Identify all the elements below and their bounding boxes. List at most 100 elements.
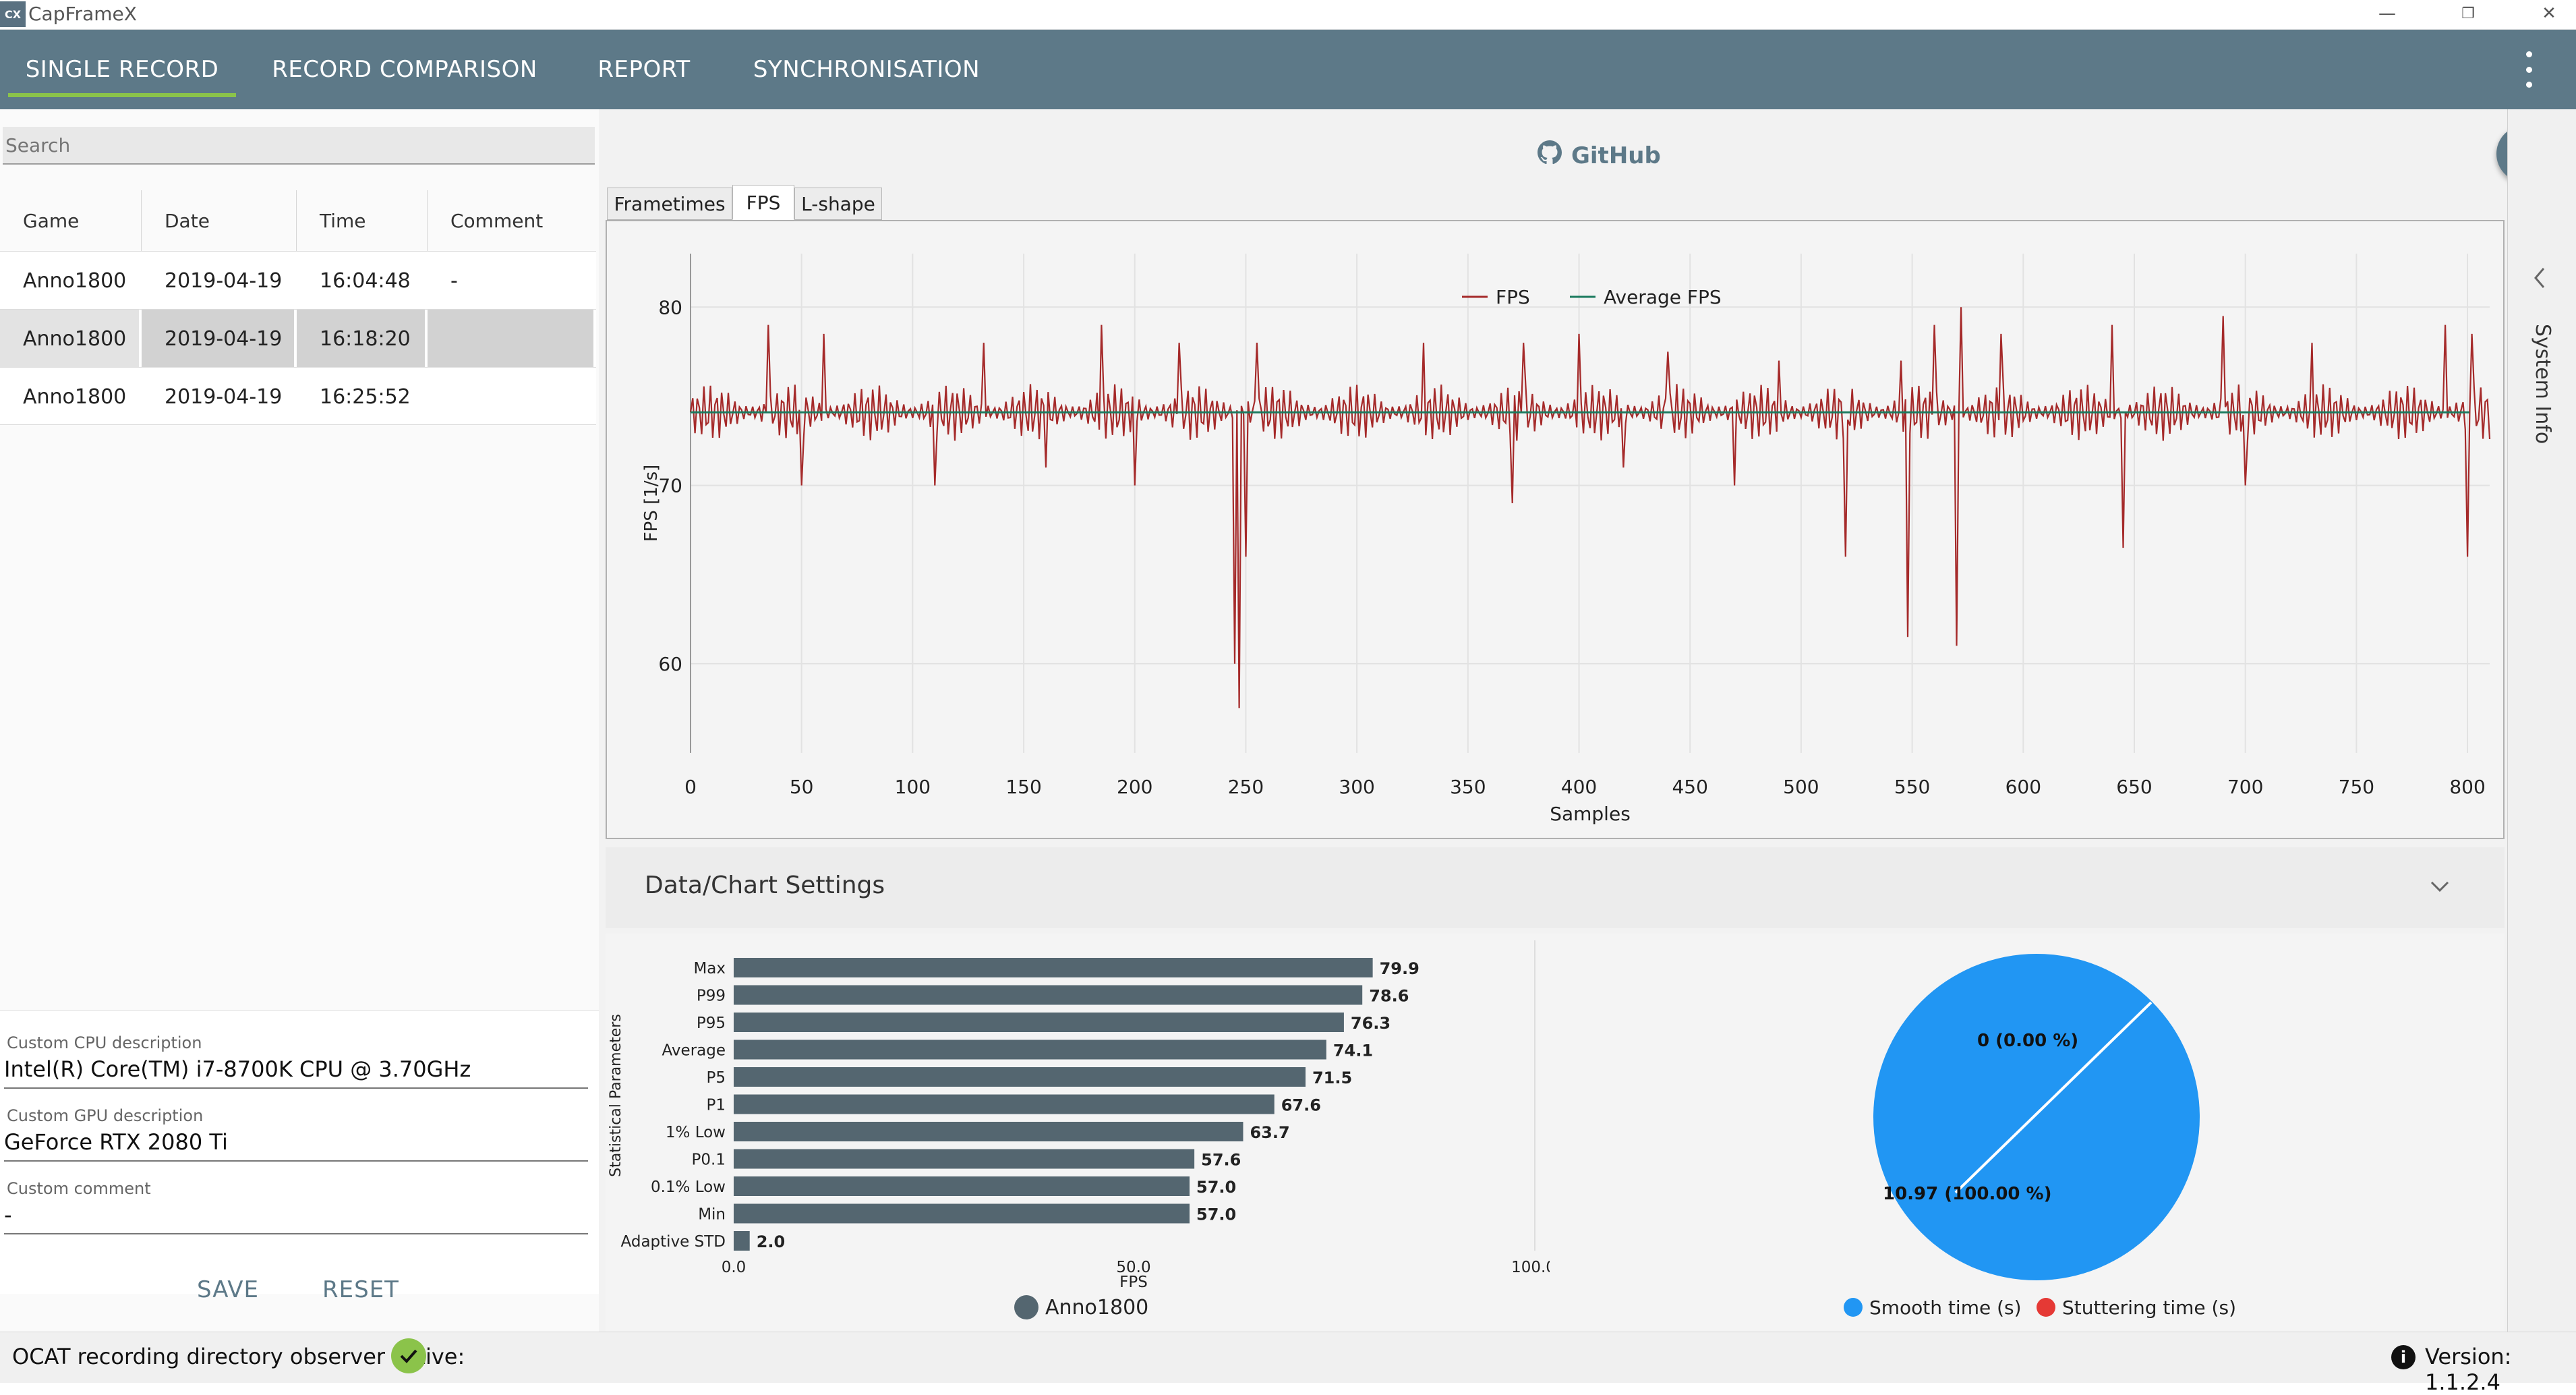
status-bar xyxy=(0,1332,2576,1383)
bar-value-label: 57.0 xyxy=(1196,1205,1236,1224)
cell-date: 2019-04-19 xyxy=(165,385,283,409)
chart-settings-label: Data/Chart Settings xyxy=(645,872,885,899)
gpu-description-field[interactable]: GeForce RTX 2080 Ti xyxy=(4,1129,588,1162)
bar xyxy=(734,1176,1190,1196)
bar xyxy=(734,958,1373,977)
description-panel xyxy=(0,1010,599,1294)
category-label: P95 xyxy=(697,1015,726,1032)
bar-value-label: 76.3 xyxy=(1351,1014,1391,1033)
x-tick-label: 800 xyxy=(2449,776,2485,798)
cpu-description-field[interactable]: Intel(R) Core(TM) i7-8700K CPU @ 3.70GHz xyxy=(4,1056,588,1089)
cell-game: Anno1800 xyxy=(23,385,127,409)
legend-swatch-stutter xyxy=(2037,1298,2055,1317)
y-tick-label: 80 xyxy=(658,296,682,318)
bar xyxy=(734,1067,1306,1087)
info-icon[interactable]: i xyxy=(2391,1345,2416,1369)
restore-button[interactable]: ❐ xyxy=(2461,5,2475,22)
bar xyxy=(734,1231,750,1251)
column-header-comment[interactable]: Comment xyxy=(450,209,544,232)
bar xyxy=(734,1040,1326,1060)
x-tick-label: 650 xyxy=(2116,776,2152,798)
x-tick-label: 50.0 xyxy=(1116,1259,1150,1276)
bar xyxy=(734,1013,1344,1032)
tab-report[interactable]: REPORT xyxy=(597,56,691,83)
tab-frametimes[interactable]: Frametimes xyxy=(607,188,732,220)
cpu-description-label: Custom CPU description xyxy=(7,1033,202,1052)
cell-time: 16:04:48 xyxy=(320,268,411,293)
github-link[interactable]: GitHub xyxy=(1538,140,1661,171)
system-info-label: System Info xyxy=(2531,324,2554,445)
bar xyxy=(734,1149,1195,1169)
system-info-panel[interactable] xyxy=(2507,109,2576,1332)
chevron-down-icon[interactable] xyxy=(2428,874,2452,905)
column-header-date[interactable]: Date xyxy=(142,190,297,251)
cell-comment xyxy=(428,310,596,368)
minimize-button[interactable]: — xyxy=(2378,3,2396,24)
cell-time: 16:25:52 xyxy=(320,385,411,409)
x-tick-label: 300 xyxy=(1339,776,1374,798)
x-tick-label: 50 xyxy=(790,776,814,798)
active-tab-indicator xyxy=(8,93,236,97)
pie-label-stutter: 0 (0.00 %) xyxy=(1977,1031,2078,1051)
main-nav-bar xyxy=(0,30,2576,109)
close-button[interactable]: ✕ xyxy=(2542,3,2556,24)
search-input[interactable] xyxy=(3,127,595,165)
statistics-bar-chart: Max 79.9 P99 78.6 P95 76.3 Average 74.1 P5 71.5 P1… xyxy=(608,940,1550,1319)
checkmark-icon xyxy=(391,1338,426,1373)
bar-value-label: 71.5 xyxy=(1312,1069,1352,1087)
category-label: Min xyxy=(698,1206,726,1224)
table-row[interactable]: Anno1800 2019-04-19 16:04:48 - xyxy=(0,251,596,309)
comment-field[interactable]: - xyxy=(4,1202,588,1234)
cell-game: Anno1800 xyxy=(0,310,142,368)
bar-value-label: 78.6 xyxy=(1369,987,1409,1006)
tab-single-record[interactable]: SINGLE RECORD xyxy=(25,56,219,83)
tab-synchronisation[interactable]: SYNCHRONISATION xyxy=(753,56,980,83)
bar xyxy=(734,985,1363,1005)
y-tick-label: 60 xyxy=(658,653,682,675)
category-label: Adaptive STD xyxy=(621,1233,726,1251)
category-label: P0.1 xyxy=(692,1151,726,1169)
chart-settings-expander[interactable] xyxy=(606,847,2505,928)
x-tick-label: 350 xyxy=(1450,776,1486,798)
legend-label-smooth: Smooth time (s) xyxy=(1869,1297,2022,1319)
pie-label-smooth: 10.97 (100.00 %) xyxy=(1883,1184,2052,1204)
tab-fps[interactable]: FPS xyxy=(732,185,794,220)
legend-swatch-anno1800 xyxy=(1014,1295,1038,1319)
observer-status-text: OCAT recording directory observer active… xyxy=(12,1344,465,1369)
save-button[interactable]: SAVE xyxy=(197,1276,260,1303)
title-bar xyxy=(0,0,2576,30)
x-tick-label: 400 xyxy=(1561,776,1597,798)
y-tick-label: 70 xyxy=(658,475,682,497)
table-row-selected[interactable]: Anno1800 2019-04-19 16:18:20 xyxy=(0,309,596,368)
more-menu-icon[interactable] xyxy=(2515,51,2542,88)
comment-label: Custom comment xyxy=(7,1179,151,1198)
cell-comment xyxy=(428,368,596,426)
bar-value-label: 57.6 xyxy=(1201,1151,1241,1170)
table-row[interactable]: Anno1800 2019-04-19 16:25:52 xyxy=(0,367,596,425)
x-tick-label: 550 xyxy=(1894,776,1930,798)
fps-series-line xyxy=(689,307,2491,708)
tab-l-shape[interactable]: L-shape xyxy=(794,188,882,220)
reset-button[interactable]: RESET xyxy=(322,1276,399,1303)
app-icon: CX xyxy=(0,1,26,27)
x-tick-label: 700 xyxy=(2227,776,2263,798)
x-tick-label: 100 xyxy=(895,776,931,798)
x-axis-label: Samples xyxy=(1550,803,1631,825)
tab-record-comparison[interactable]: RECORD COMPARISON xyxy=(272,56,537,83)
column-header-game[interactable]: Game xyxy=(0,190,142,251)
legend-swatch-smooth xyxy=(1844,1298,1863,1317)
x-tick-label: 0 xyxy=(684,776,697,798)
legend-label-stutter: Stuttering time (s) xyxy=(2062,1297,2236,1319)
window-title: CapFrameX xyxy=(28,3,137,25)
github-label: GitHub xyxy=(1571,142,1661,169)
plot-area xyxy=(691,254,2490,753)
x-tick-label: 200 xyxy=(1117,776,1152,798)
x-tick-label: 100.0 xyxy=(1511,1259,1550,1276)
column-header-time[interactable]: Time xyxy=(297,190,428,251)
bar-value-label: 2.0 xyxy=(757,1232,786,1251)
chevron-left-icon[interactable] xyxy=(2530,264,2550,298)
bar-value-label: 67.6 xyxy=(1281,1096,1321,1115)
fps-line-chart: 0 50 100 150 200 250 300 350 400 450 500 550 600 650 7… xyxy=(641,254,2491,825)
cell-date: 2019-04-19 xyxy=(142,310,297,368)
category-label: Average xyxy=(662,1042,726,1060)
